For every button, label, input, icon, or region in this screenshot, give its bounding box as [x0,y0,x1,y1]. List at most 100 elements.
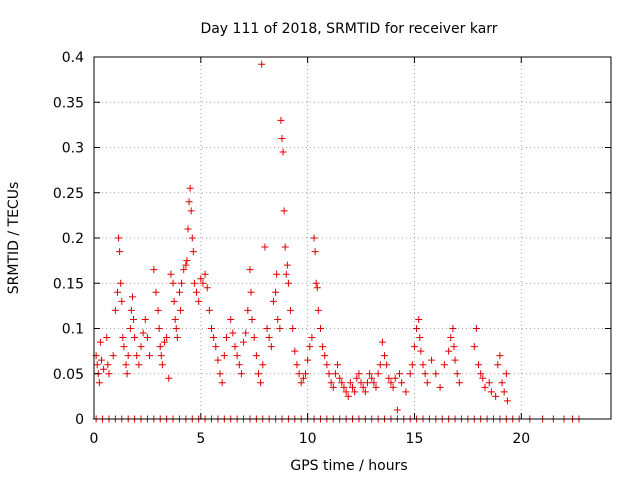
y-tick-label: 0.05 [53,367,84,383]
grid [94,57,611,419]
data-point [440,361,448,369]
data-point [363,379,371,387]
plot-frame [93,56,612,420]
data-point [139,329,147,337]
data-point [357,379,365,387]
data-point [205,306,213,314]
data-point [413,325,421,332]
data-point [408,361,416,369]
data-point [353,374,361,382]
data-point [187,207,195,215]
data-point [203,284,211,292]
data-point [278,134,286,142]
data-point [127,306,135,314]
data-point [359,383,367,391]
data-point [312,279,320,287]
data-point [277,116,285,124]
data-point [154,306,162,314]
data-point [189,248,197,256]
data-point [455,379,463,387]
data-point [177,306,185,314]
data-point [447,334,455,342]
data-point [299,374,307,382]
data-point [470,343,478,351]
data-point [150,266,158,274]
data-points [92,60,583,423]
data-point [346,379,354,387]
data-point [311,248,319,256]
data-point [479,374,487,382]
data-point [282,270,290,278]
data-point [385,374,393,382]
y-tick-label: 0.4 [62,50,84,66]
data-point [344,392,352,400]
data-point [279,148,287,156]
data-point [165,374,173,382]
data-point [327,379,335,387]
data-point [233,352,241,360]
data-point [432,370,440,378]
data-point [193,288,201,296]
data-point [170,297,178,305]
data-point [284,279,292,287]
y-tick-label: 0.15 [53,276,84,292]
data-point [231,343,239,351]
data-point [295,370,303,378]
data-point [247,288,255,296]
data-point [310,234,318,242]
data-point [274,315,282,323]
data-point [449,325,457,332]
data-point [313,284,321,292]
data-point [141,315,149,323]
data-point [485,379,493,387]
data-point [372,383,380,391]
data-point [280,207,288,215]
data-point [115,234,123,242]
data-point [496,352,504,360]
data-point [445,347,453,355]
data-point [240,338,248,346]
data-point [180,266,188,274]
data-point [169,279,177,287]
data-point [416,334,424,342]
x-tick-label: 5 [196,431,205,447]
data-point [248,315,256,323]
data-point [229,329,237,337]
data-point [119,334,127,342]
data-point [261,243,269,251]
data-point [210,334,218,342]
data-point [95,379,103,387]
data-point [185,198,193,206]
data-point [116,248,124,256]
data-point [366,370,374,378]
data-point [276,325,284,332]
data-point [143,334,151,342]
data-point [93,361,101,369]
data-point [492,392,500,400]
data-point [152,288,160,296]
data-point [355,370,363,378]
data-point [321,352,329,360]
data-point [242,329,250,337]
data-point [500,388,508,396]
data-point [361,388,369,396]
data-point [197,275,205,283]
data-point [410,343,418,351]
data-point [406,370,414,378]
data-point [378,338,386,346]
data-point [319,343,327,351]
data-point [183,257,191,265]
data-point [272,288,280,296]
data-point [302,370,309,378]
data-point [195,297,203,305]
data-point [156,343,164,351]
data-point [494,361,502,369]
data-point [161,338,168,346]
data-point [216,370,224,378]
data-point [396,370,403,378]
data-point [182,261,190,269]
data-point [283,261,291,269]
data-point [477,370,485,378]
data-point [428,356,436,364]
data-point [387,379,395,387]
